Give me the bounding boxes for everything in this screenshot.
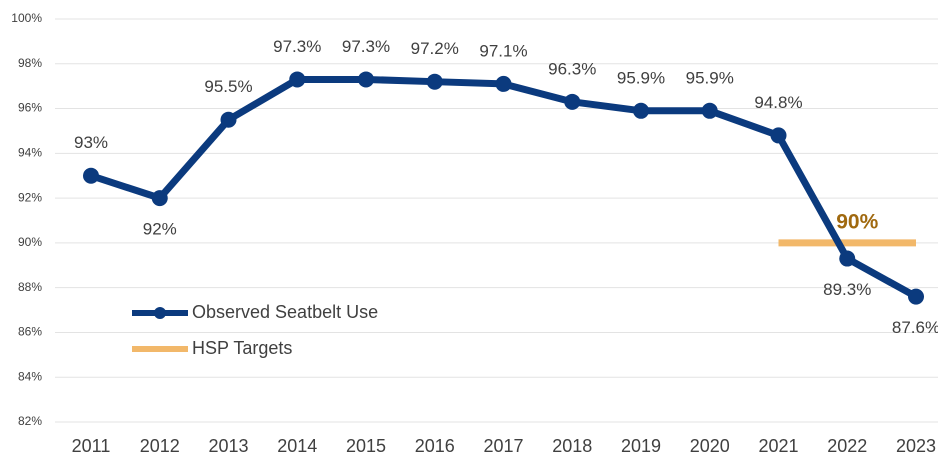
x-tick-label: 2018 xyxy=(552,436,592,456)
marker xyxy=(83,167,99,184)
marker xyxy=(220,111,237,128)
x-tick-label: 2019 xyxy=(621,436,661,456)
marker xyxy=(633,102,649,119)
y-tick-label: 94% xyxy=(18,146,42,160)
data-label: 92% xyxy=(143,220,177,239)
marker xyxy=(426,73,443,90)
y-tick-label: 84% xyxy=(18,369,42,383)
data-label: 95.9% xyxy=(617,68,665,87)
x-tick-label: 2023 xyxy=(896,436,936,456)
series-line xyxy=(89,75,918,300)
data-label: 95.5% xyxy=(204,77,252,96)
y-tick-label: 100% xyxy=(11,11,42,25)
x-tick-label: 2022 xyxy=(827,436,867,456)
marker xyxy=(358,71,374,88)
target-label: 90% xyxy=(836,210,878,233)
data-label: 97.3% xyxy=(342,37,390,56)
x-tick-label: 2021 xyxy=(758,436,798,456)
x-tick-label: 2016 xyxy=(415,436,455,456)
x-tick-label: 2012 xyxy=(140,436,180,456)
marker xyxy=(564,93,581,110)
marker xyxy=(839,250,856,267)
marker xyxy=(289,71,306,88)
x-tick-label: 2015 xyxy=(346,436,386,456)
data-label: 89.3% xyxy=(823,280,871,299)
data-label: 96.3% xyxy=(548,59,596,78)
y-tick-label: 86% xyxy=(18,325,42,339)
data-label: 95.9% xyxy=(686,68,734,87)
data-label: 93% xyxy=(74,133,108,152)
y-tick-label: 88% xyxy=(18,280,42,294)
data-label: 97.1% xyxy=(479,41,527,60)
legend-marker xyxy=(154,307,166,319)
y-tick-label: 98% xyxy=(18,56,42,70)
marker xyxy=(770,127,787,144)
x-tick-label: 2013 xyxy=(208,436,248,456)
data-label: 94.8% xyxy=(754,93,802,112)
y-tick-label: 90% xyxy=(18,235,42,249)
marker xyxy=(908,288,924,305)
y-tick-label: 92% xyxy=(18,190,42,204)
y-tick-label: 96% xyxy=(18,101,42,115)
legend-label: Observed Seatbelt Use xyxy=(192,302,378,322)
marker xyxy=(701,102,718,119)
data-label: 87.6% xyxy=(892,318,938,337)
marker xyxy=(495,75,512,92)
data-label: 97.3% xyxy=(273,37,321,56)
x-tick-label: 2017 xyxy=(483,436,523,456)
x-tick-label: 2014 xyxy=(277,436,317,456)
legend-label: HSP Targets xyxy=(192,338,292,358)
data-label: 97.2% xyxy=(411,39,459,58)
x-tick-label: 2011 xyxy=(72,436,111,456)
marker xyxy=(151,190,168,207)
x-tick-label: 2020 xyxy=(690,436,730,456)
y-tick-label: 82% xyxy=(18,414,42,428)
